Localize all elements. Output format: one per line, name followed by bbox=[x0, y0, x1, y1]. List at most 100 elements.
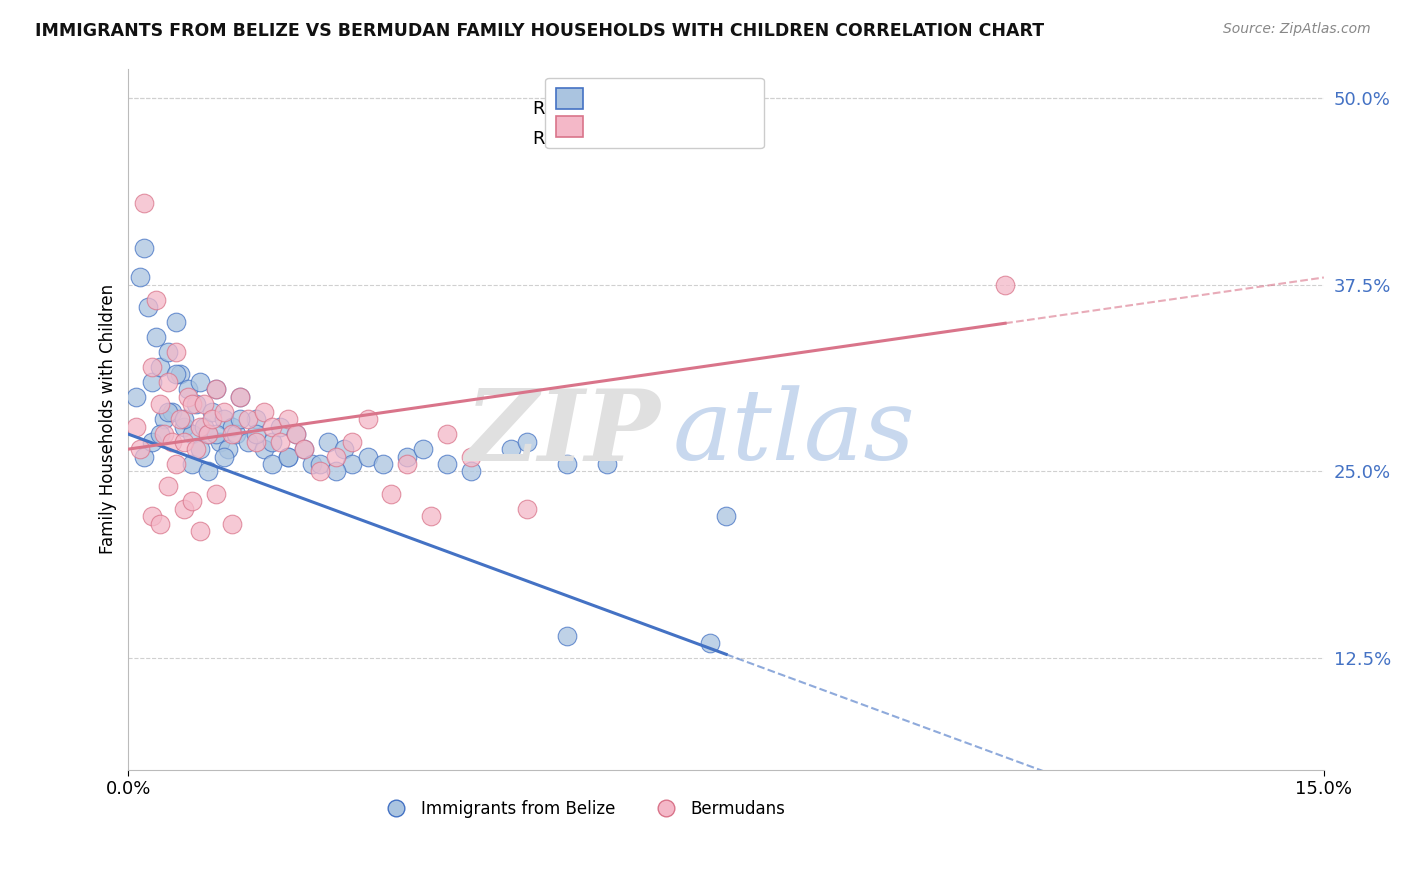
Point bbox=[188, 419, 211, 434]
Point bbox=[436, 427, 458, 442]
Y-axis label: Family Households with Children: Family Households with Children bbox=[100, 285, 117, 554]
Point bbox=[188, 375, 211, 389]
Point bbox=[516, 501, 538, 516]
Point bbox=[595, 457, 617, 471]
Point bbox=[141, 509, 163, 524]
Point bbox=[284, 427, 307, 442]
Point bbox=[340, 434, 363, 449]
Point bbox=[212, 412, 235, 426]
Point bbox=[149, 359, 172, 374]
Point bbox=[173, 412, 195, 426]
Point bbox=[205, 427, 228, 442]
Point bbox=[460, 465, 482, 479]
Point bbox=[460, 450, 482, 464]
Point bbox=[205, 487, 228, 501]
Point bbox=[205, 383, 228, 397]
Point bbox=[162, 434, 184, 449]
Point bbox=[157, 375, 180, 389]
Point bbox=[316, 434, 339, 449]
Point bbox=[212, 405, 235, 419]
Point bbox=[125, 419, 148, 434]
Point bbox=[356, 450, 378, 464]
Point bbox=[188, 524, 211, 539]
Point bbox=[209, 434, 232, 449]
Point bbox=[157, 479, 180, 493]
Point bbox=[193, 419, 215, 434]
Point bbox=[141, 375, 163, 389]
Point bbox=[165, 457, 187, 471]
Point bbox=[201, 405, 224, 419]
Point bbox=[308, 465, 330, 479]
Point bbox=[197, 427, 219, 442]
Point bbox=[138, 301, 160, 315]
Text: N = 69: N = 69 bbox=[671, 100, 733, 118]
Point bbox=[269, 434, 291, 449]
Point bbox=[555, 629, 578, 643]
Point bbox=[157, 345, 180, 359]
Text: ZIP: ZIP bbox=[465, 385, 661, 482]
Point bbox=[325, 465, 347, 479]
Point bbox=[260, 434, 283, 449]
Text: atlas: atlas bbox=[672, 385, 915, 481]
Text: -0.327: -0.327 bbox=[578, 100, 643, 118]
Point bbox=[145, 330, 167, 344]
Point bbox=[212, 450, 235, 464]
Point bbox=[332, 442, 354, 456]
Point bbox=[221, 419, 243, 434]
Point bbox=[165, 315, 187, 329]
Text: 0.146: 0.146 bbox=[578, 130, 641, 148]
Point bbox=[177, 390, 200, 404]
Point bbox=[181, 457, 204, 471]
Point bbox=[225, 427, 247, 442]
Point bbox=[436, 457, 458, 471]
Point bbox=[186, 442, 208, 456]
Text: R =: R = bbox=[533, 130, 571, 148]
Point bbox=[301, 457, 323, 471]
Point bbox=[134, 195, 156, 210]
Point bbox=[173, 419, 195, 434]
Point bbox=[292, 442, 315, 456]
Point bbox=[325, 450, 347, 464]
Point bbox=[149, 427, 172, 442]
Point bbox=[188, 442, 211, 456]
Point bbox=[284, 427, 307, 442]
Point bbox=[197, 465, 219, 479]
Point bbox=[193, 397, 215, 411]
Point bbox=[396, 450, 419, 464]
Point bbox=[157, 405, 180, 419]
Point bbox=[221, 516, 243, 531]
Point bbox=[236, 434, 259, 449]
Point bbox=[245, 412, 267, 426]
Point bbox=[134, 241, 156, 255]
Point bbox=[162, 405, 184, 419]
Point bbox=[149, 516, 172, 531]
Point bbox=[714, 509, 737, 524]
Point bbox=[221, 427, 243, 442]
Point bbox=[125, 390, 148, 404]
Point bbox=[245, 434, 267, 449]
Point bbox=[181, 397, 204, 411]
Point bbox=[149, 397, 172, 411]
Point bbox=[699, 636, 721, 650]
Point bbox=[412, 442, 434, 456]
Point bbox=[420, 509, 443, 524]
Point bbox=[169, 368, 191, 382]
Point bbox=[380, 487, 402, 501]
Point bbox=[277, 450, 299, 464]
Point bbox=[356, 412, 378, 426]
Point bbox=[169, 412, 191, 426]
Point bbox=[165, 345, 187, 359]
Point bbox=[173, 501, 195, 516]
Point bbox=[181, 494, 204, 508]
Point bbox=[153, 427, 176, 442]
Point bbox=[134, 450, 156, 464]
Point bbox=[253, 405, 276, 419]
Point bbox=[292, 442, 315, 456]
Point bbox=[145, 293, 167, 307]
Point bbox=[141, 359, 163, 374]
Point bbox=[260, 457, 283, 471]
Point bbox=[340, 457, 363, 471]
Point bbox=[253, 442, 276, 456]
Point bbox=[994, 277, 1017, 292]
Point bbox=[373, 457, 395, 471]
